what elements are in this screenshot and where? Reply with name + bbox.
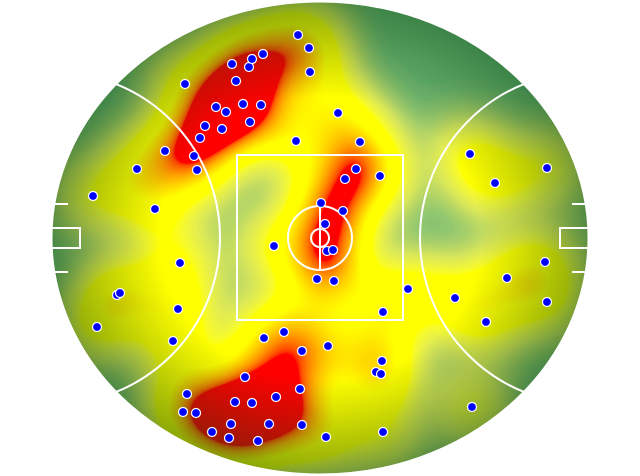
right-goal-square [559, 227, 588, 249]
point [322, 340, 334, 352]
point [374, 170, 386, 182]
point [225, 418, 237, 430]
point [91, 321, 103, 333]
boundary [51, 1, 589, 475]
point [489, 177, 501, 189]
point [339, 173, 351, 185]
point [290, 135, 302, 147]
point [270, 391, 282, 403]
point [328, 275, 340, 287]
point [278, 326, 290, 338]
point [296, 345, 308, 357]
point [337, 205, 349, 217]
point [268, 240, 280, 252]
point [255, 99, 267, 111]
point [159, 145, 171, 157]
point [223, 432, 235, 444]
point [190, 407, 202, 419]
point [402, 283, 414, 295]
point [377, 426, 389, 438]
point [174, 257, 186, 269]
point [188, 150, 200, 162]
point [194, 132, 206, 144]
point [296, 419, 308, 431]
point [464, 148, 476, 160]
point [541, 296, 553, 308]
point [263, 418, 275, 430]
point [350, 163, 362, 175]
point [131, 163, 143, 175]
point [216, 123, 228, 135]
point [206, 426, 218, 438]
point [244, 116, 256, 128]
left-goal-square [52, 227, 81, 249]
points [87, 29, 553, 447]
point [239, 371, 251, 383]
point [167, 335, 179, 347]
point [466, 401, 478, 413]
point [332, 107, 344, 119]
point [480, 316, 492, 328]
point [87, 190, 99, 202]
point [539, 256, 551, 268]
point [199, 120, 211, 132]
point [226, 58, 238, 70]
point [292, 29, 304, 41]
point [149, 203, 161, 215]
point [252, 435, 264, 447]
point [177, 406, 189, 418]
point [258, 332, 270, 344]
point [449, 292, 461, 304]
point [320, 431, 332, 443]
point [375, 368, 387, 380]
point [172, 303, 184, 315]
point [377, 306, 389, 318]
point [304, 66, 316, 78]
point [311, 273, 323, 285]
point [210, 101, 222, 113]
point [315, 197, 327, 209]
point [541, 162, 553, 174]
point [114, 287, 126, 299]
point [181, 388, 193, 400]
point [354, 136, 366, 148]
point [246, 397, 258, 409]
point [230, 75, 242, 87]
point [501, 272, 513, 284]
centre-square [236, 154, 404, 321]
point [229, 396, 241, 408]
point [191, 164, 203, 176]
point [179, 78, 191, 90]
point [237, 98, 249, 110]
point [257, 48, 269, 60]
point [303, 42, 315, 54]
point [319, 218, 331, 230]
point [294, 383, 306, 395]
point [220, 106, 232, 118]
point [246, 53, 258, 65]
point [327, 244, 339, 256]
point [376, 355, 388, 367]
